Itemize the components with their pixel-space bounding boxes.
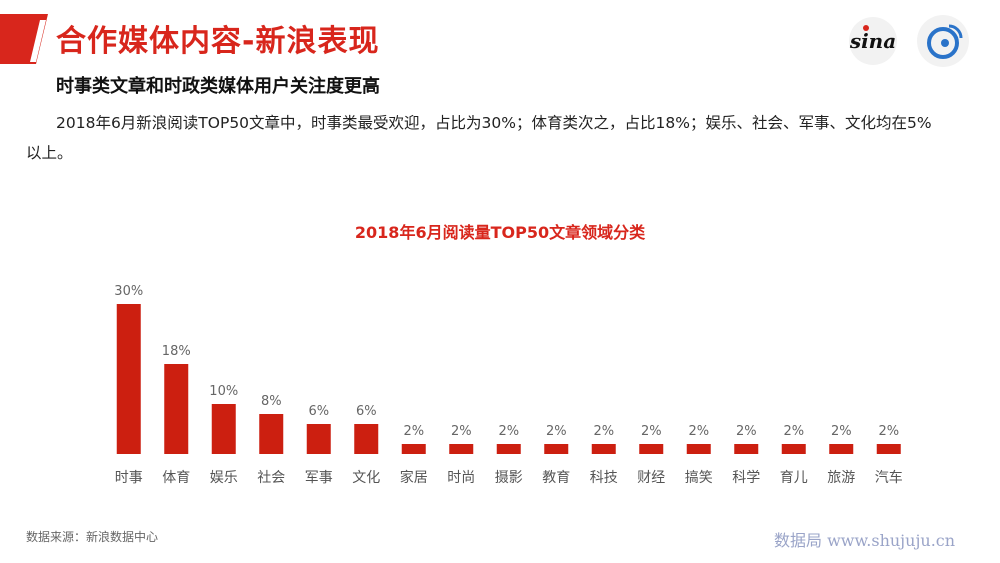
value-label: 2% xyxy=(641,424,662,439)
category-label: 旅游 xyxy=(827,470,855,486)
chart-plot: 30% 时事 18% 体育 10% 娱乐 8% 社会 6% 军事 6% 文化 2% 家居 2% 时尚 2% 摄影 2… xyxy=(114,284,903,486)
value-label: 10% xyxy=(209,384,238,399)
value-label: 2% xyxy=(736,424,757,439)
category-label: 时事 xyxy=(115,470,143,486)
category-label: 文化 xyxy=(352,470,380,486)
bar-家居 xyxy=(401,444,426,454)
bar-体育 xyxy=(164,364,189,454)
category-label: 搞笑 xyxy=(685,470,713,486)
category-label: 军事 xyxy=(305,470,333,486)
category-label: 社会 xyxy=(257,470,285,486)
value-label: 30% xyxy=(114,284,143,299)
svg-text:sina: sina xyxy=(849,29,896,53)
value-label: 2% xyxy=(593,424,614,439)
bar-汽车 xyxy=(876,444,901,454)
category-label: 教育 xyxy=(542,470,570,486)
value-label: 2% xyxy=(546,424,567,439)
value-label: 6% xyxy=(356,404,377,419)
bar-摄影 xyxy=(496,444,521,454)
weibo-logo xyxy=(917,15,969,67)
category-label: 育儿 xyxy=(780,470,808,486)
value-label: 2% xyxy=(498,424,519,439)
value-label: 2% xyxy=(451,424,472,439)
value-label: 2% xyxy=(403,424,424,439)
data-source: 数据来源：新浪数据中心 xyxy=(26,530,159,544)
body-text: 2018年6月新浪阅读TOP50文章中，时事类最受欢迎，占比为30%；体育类次之… xyxy=(26,114,932,162)
category-label: 汽车 xyxy=(875,469,903,486)
category-label: 娱乐 xyxy=(210,470,238,486)
bar-时事 xyxy=(116,304,141,454)
subtitle: 时事类文章和时政类媒体用户关注度更高 xyxy=(56,76,380,97)
category-label: 科学 xyxy=(732,470,760,486)
value-label: 18% xyxy=(162,344,191,359)
category-label: 体育 xyxy=(162,470,190,486)
value-label: 2% xyxy=(688,424,709,439)
sina-logo: sina xyxy=(849,17,897,65)
bar-教育 xyxy=(544,444,569,454)
bar-社会 xyxy=(259,414,284,454)
category-label: 时尚 xyxy=(447,470,475,486)
bar-科学 xyxy=(734,444,759,454)
category-label: 家居 xyxy=(400,469,428,486)
bar-财经 xyxy=(639,444,664,454)
bar-娱乐 xyxy=(211,404,236,454)
chart-title: 2018年6月阅读量TOP50文章领域分类 xyxy=(354,223,646,242)
bar-文化 xyxy=(354,424,379,454)
bar-搞笑 xyxy=(686,444,711,454)
bar-军事 xyxy=(306,424,331,454)
value-label: 2% xyxy=(783,424,804,439)
bar-育儿 xyxy=(781,444,806,454)
bar-时尚 xyxy=(449,444,474,454)
category-label: 财经 xyxy=(637,470,665,486)
bar-旅游 xyxy=(829,444,854,454)
value-label: 6% xyxy=(308,404,329,419)
value-label: 8% xyxy=(261,394,282,409)
page-title: 合作媒体内容-新浪表现 xyxy=(56,24,380,59)
bar-科技 xyxy=(591,444,616,454)
header-accent-bar xyxy=(0,14,48,64)
value-label: 2% xyxy=(831,424,852,439)
category-label: 科技 xyxy=(590,470,618,486)
value-label: 2% xyxy=(878,424,899,439)
watermark: 数据局 www.shujuju.cn xyxy=(774,531,956,550)
bar-chart: 2018年6月阅读量TOP50文章领域分类 30% 时事 18% 体育 10% 娱乐 8% 社… xyxy=(0,205,1000,505)
category-label: 摄影 xyxy=(495,470,523,486)
